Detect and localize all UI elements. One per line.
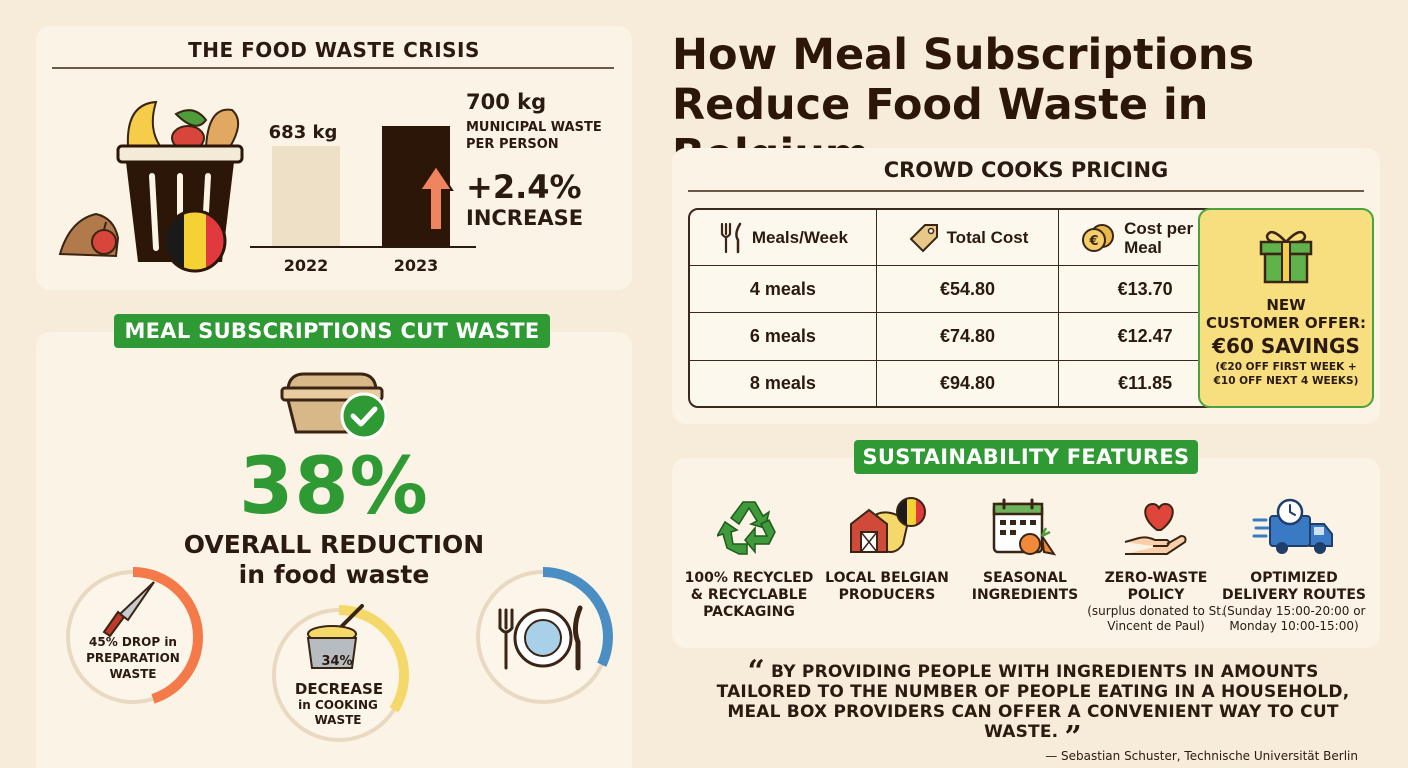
crisis-divider (52, 67, 614, 69)
pricing-row: 6 meals €74.80 €12.47 (690, 313, 1231, 361)
col-header-total: Total Cost (876, 210, 1060, 266)
year-label-2022: 2022 (283, 256, 329, 275)
pricing-divider (688, 190, 1364, 192)
plate-ring (473, 567, 613, 707)
cell-meals: 4 meals (690, 266, 877, 314)
col-header-permeal-label: Cost per Meal (1124, 218, 1194, 257)
feature-zero-waste: ZERO-WASTE POLICY (surplus donated to St… (1086, 496, 1226, 634)
cooking-waste-arc (269, 605, 409, 745)
gift-icon (1259, 230, 1313, 284)
cooking-waste-ring (269, 604, 409, 745)
feature-delivery: OPTIMIZED DELIVERY ROUTES (Sunday 15:00-… (1220, 496, 1368, 634)
reduction-label: OVERALL REDUCTION (183, 530, 485, 559)
cooking-pot-icon (306, 604, 364, 669)
pricing-card: CROWD COOKS PRICING Meals/Week (672, 148, 1380, 424)
subscriptions-card: 38% OVERALL REDUCTION in food waste 45% … (36, 332, 632, 768)
food-waste-crisis-card: THE FOOD WASTE CRISIS 683 kg 2022 2023 (36, 26, 632, 290)
close-quote-icon: ” (1064, 720, 1082, 755)
change-percent: +2.4% (466, 168, 582, 206)
open-quote-icon: “ (747, 654, 765, 689)
feature-local-producers-label: LOCAL BELGIAN PRODUCERS (825, 570, 949, 603)
feature-delivery-sub: (Sunday 15:00-20:00 or Monday 10:00-15:0… (1222, 604, 1366, 633)
cell-permeal: €11.85 (1118, 372, 1173, 393)
feature-zero-waste-label: ZERO-WASTE POLICY (1104, 570, 1208, 603)
preparation-waste-label: PREPARATION WASTE (86, 651, 180, 681)
col-header-meals-label: Meals/Week (751, 227, 848, 247)
offer-line2: CUSTOMER OFFER: (1206, 314, 1366, 332)
cell-meals: 8 meals (690, 360, 877, 406)
value-label-2023: 700 kg (466, 90, 547, 114)
page-title: How Meal Subscriptions Reduce Food Waste… (672, 30, 1255, 180)
knife-icon (102, 581, 155, 638)
quote-author: — Sebastian Schuster, Technische Univers… (1045, 749, 1358, 763)
barn-map-icon (850, 497, 926, 553)
offer-detail: (€20 OFF FIRST WEEK + €10 OFF NEXT 4 WEE… (1213, 361, 1359, 387)
year-label-2023: 2023 (393, 256, 439, 275)
reduction-sublabel: in food waste (238, 560, 430, 589)
feature-packaging-label: 100% RECYCLED & RECYCLABLE PACKAGING (684, 570, 814, 620)
crisis-heading: THE FOOD WASTE CRISIS (188, 38, 480, 62)
municipal-waste-label: MUNICIPAL WASTE PER PERSON (466, 120, 602, 152)
delivery-truck-icon (1252, 498, 1333, 554)
col-header-meals: Meals/Week (690, 210, 877, 266)
preparation-waste-arc (63, 567, 203, 707)
feature-zero-waste-sub: (surplus donated to St. Vincent de Paul) (1087, 604, 1225, 633)
new-customer-offer: NEW CUSTOMER OFFER: €60 SAVINGS (€20 OFF… (1198, 208, 1374, 408)
cell-permeal: €12.47 (1059, 313, 1231, 361)
cell-total: €54.80 (876, 266, 1060, 314)
preparation-waste-ring (63, 567, 203, 707)
preparation-waste-text: 45% DROP in PREPARATION WASTE (70, 634, 196, 682)
cell-total: €94.80 (877, 360, 1060, 406)
plate-arc (473, 567, 613, 707)
preparation-waste-pct: 45% DROP (89, 635, 161, 649)
preparation-waste-in: in (164, 635, 177, 649)
heart-hand-icon (1124, 502, 1187, 555)
cooking-waste-label2: in COOKING WASTE (298, 698, 378, 727)
cooking-waste-pct: 34% (321, 654, 353, 669)
fork-knife-icon (720, 222, 742, 253)
pricing-heading: CROWD COOKS PRICING (883, 158, 1169, 182)
cell-permeal: €13.70 (1059, 266, 1231, 314)
recycle-icon (715, 501, 776, 555)
feature-local-producers: LOCAL BELGIAN PRODUCERS (822, 496, 952, 604)
col-header-total-label: Total Cost (946, 227, 1029, 247)
pricing-row: 8 meals €94.80 €11.85 (690, 360, 1231, 406)
pricing-header-row: Meals/Week Total Cost € (690, 210, 1231, 266)
change-label: INCREASE (466, 206, 584, 230)
euro-coins-icon: € (1082, 223, 1115, 252)
meal-container-icon (280, 372, 388, 440)
calendar-vegetables-icon (992, 498, 1057, 556)
chart-baseline (250, 246, 476, 248)
reduction-stat: 38% (239, 442, 429, 532)
plate-utensils-icon (498, 605, 583, 671)
feature-packaging: 100% RECYCLED & RECYCLABLE PACKAGING (684, 496, 814, 621)
offer-amount: €60 SAVINGS (1212, 334, 1360, 358)
value-label-2022: 683 kg (268, 122, 338, 143)
cooking-waste-label1: DECREASE (294, 680, 384, 698)
feature-seasonal-label: SEASONAL INGREDIENTS (971, 570, 1079, 603)
quote-text-wrap: “ BY PROVIDING PEOPLE WITH INGREDIENTS I… (708, 657, 1358, 753)
cell-meals: 6 meals (690, 313, 877, 361)
pricing-row: 4 meals €54.80 €13.70 (690, 266, 1231, 314)
cell-total: €74.80 (876, 313, 1060, 361)
sustainability-heading: SUSTAINABILITY FEATURES (854, 440, 1198, 474)
quote-text: BY PROVIDING PEOPLE WITH INGREDIENTS IN … (716, 662, 1350, 742)
offer-line1: NEW (1266, 296, 1306, 314)
feature-delivery-label: OPTIMIZED DELIVERY ROUTES (1222, 570, 1366, 603)
col-header-permeal: € Cost per Meal (1059, 210, 1231, 266)
bar-2022 (272, 146, 340, 246)
price-tag-icon (909, 223, 938, 252)
belgium-flag-icon (163, 209, 227, 273)
up-arrow-icon (418, 164, 454, 231)
svg-text:€: € (1089, 234, 1099, 249)
feature-seasonal: SEASONAL INGREDIENTS (960, 496, 1090, 604)
sustainability-card: 100% RECYCLED & RECYCLABLE PACKAGING LOC… (672, 458, 1380, 648)
pricing-table: Meals/Week Total Cost € (688, 208, 1233, 408)
expert-quote: “ BY PROVIDING PEOPLE WITH INGREDIENTS I… (708, 657, 1358, 764)
subscriptions-heading: MEAL SUBSCRIPTIONS CUT WASTE (114, 314, 550, 348)
